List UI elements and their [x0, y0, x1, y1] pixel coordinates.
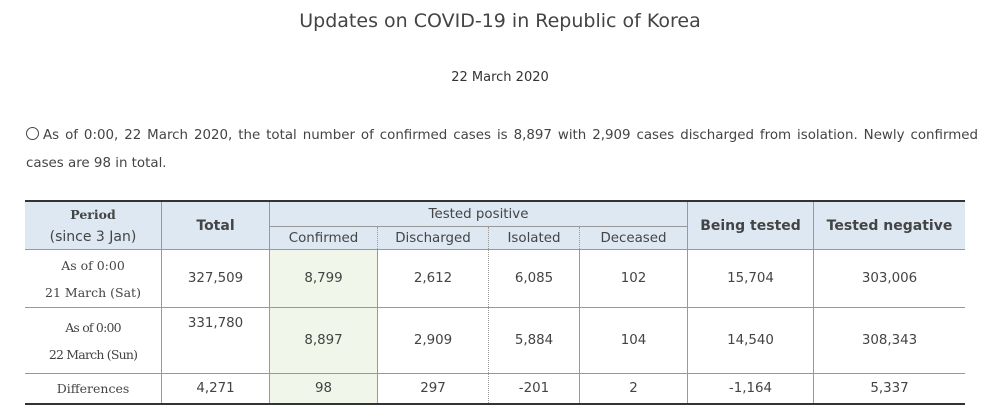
value-cell: 15,704 — [687, 249, 814, 308]
value-cell: 297 — [377, 373, 489, 405]
value-cell: 4,271 — [161, 373, 270, 405]
subheader-row: Confirmed Discharged Isolated Deceased — [25, 226, 965, 250]
header-line: Period — [70, 206, 116, 222]
period-line: As of 0:00 — [61, 257, 125, 273]
value-cell: 327,509 — [161, 249, 270, 308]
period-cell: Differences — [25, 373, 162, 405]
sub-header: Deceased — [579, 226, 688, 250]
value-cell: -201 — [488, 373, 580, 405]
value-cell: 98 — [269, 373, 378, 405]
value-cell: 303,006 — [813, 249, 965, 308]
value-cell: 104 — [579, 307, 688, 374]
header-row: Period (since 3 Jan) Total Tested positi… — [25, 200, 965, 250]
notice: As of 0:00, 22 March 2020, the total num… — [26, 122, 978, 178]
value-cell: 8,799 — [269, 249, 378, 308]
value-cell: 5,884 — [488, 307, 580, 374]
table-body: As of 0:00 21 March (Sat) 327,509 8,799 2,61… — [25, 249, 965, 405]
sub-header: Discharged — [377, 226, 489, 250]
bullet-circle — [26, 127, 39, 140]
tested-negative-header: Tested negative — [813, 200, 965, 250]
value-cell: 102 — [579, 249, 688, 308]
being-tested-header: Being tested — [687, 200, 814, 250]
value-cell: 2 — [579, 373, 688, 405]
value-cell: -1,164 — [687, 373, 814, 405]
page-title: Updates on COVID-19 in Republic of Korea — [299, 10, 701, 32]
period-cell: As of 0:00 22 March (Sun) — [25, 307, 162, 374]
period-line: As of 0:00 — [65, 319, 121, 335]
value-cell: 5,337 — [813, 373, 965, 405]
stats-table: Period (since 3 Jan) Total Tested positi… — [25, 200, 965, 405]
date: 22 March 2020 — [451, 70, 549, 85]
table-head: Period (since 3 Jan) Total Tested positi… — [25, 200, 965, 250]
period-line: 22 March (Sun) — [48, 346, 138, 362]
header-line: (since 3 Jan) — [49, 228, 137, 245]
value-cell: 331,780 — [161, 307, 270, 374]
sub-header: Isolated — [488, 226, 580, 250]
data-row: As of 0:00 21 March (Sat) 327,509 8,799 2,61… — [25, 249, 965, 308]
period-cell: As of 0:00 21 March (Sat) — [25, 249, 162, 308]
notice-text: As of 0:00, 22 March 2020, the total num… — [26, 128, 978, 171]
data-row: Differences 4,271 98 297 -201 2 -1,164 5,337 — [25, 373, 965, 405]
total-header: Total — [161, 200, 270, 250]
period-header: Period (since 3 Jan) — [25, 200, 162, 250]
value-cell: 14,540 — [687, 307, 814, 374]
sub-header: Confirmed — [269, 226, 378, 250]
data-row: As of 0:00 22 March (Sun) 331,780 8,897 2,90… — [25, 307, 965, 374]
value-cell: 2,612 — [377, 249, 489, 308]
period-line: Differences — [56, 381, 130, 396]
tested-positive-header: Tested positive — [269, 200, 688, 227]
value-cell: 2,909 — [377, 307, 489, 374]
value-cell: 308,343 — [813, 307, 965, 374]
period-line: 21 March (Sat) — [45, 284, 141, 300]
value-cell: 6,085 — [488, 249, 580, 308]
value-cell: 8,897 — [269, 307, 378, 374]
